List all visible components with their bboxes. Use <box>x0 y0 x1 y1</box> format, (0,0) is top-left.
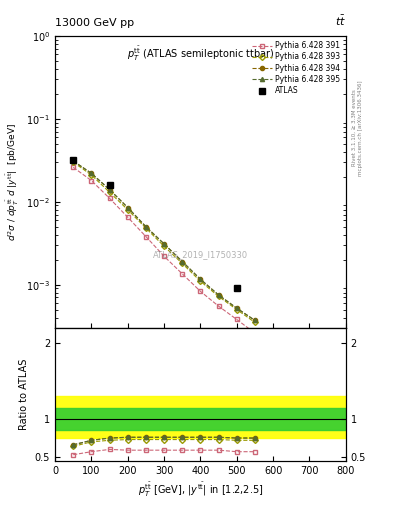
Pythia 6.428 394 <box>198 276 203 282</box>
Pythia 6.428 393 <box>162 243 167 249</box>
Pythia 6.428 393 <box>71 159 75 165</box>
Pythia 6.428 391 <box>180 271 185 277</box>
Pythia 6.428 394 <box>71 158 75 164</box>
Line: Pythia 6.428 393: Pythia 6.428 393 <box>71 160 257 325</box>
Pythia 6.428 393 <box>125 207 130 213</box>
Pythia 6.428 393 <box>89 172 94 178</box>
Pythia 6.428 394 <box>216 292 221 298</box>
Pythia 6.428 391 <box>253 330 257 336</box>
Pythia 6.428 394 <box>253 317 257 324</box>
Pythia 6.428 394 <box>234 305 239 311</box>
Bar <box>55 408 346 431</box>
Text: ATLAS_2019_I1750330: ATLAS_2019_I1750330 <box>153 250 248 260</box>
Pythia 6.428 395 <box>253 317 257 324</box>
Pythia 6.428 393 <box>180 261 185 267</box>
Pythia 6.428 393 <box>107 189 112 195</box>
Text: $t\bar{t}$: $t\bar{t}$ <box>335 13 346 28</box>
Pythia 6.428 395 <box>180 259 185 265</box>
Pythia 6.428 395 <box>143 224 148 230</box>
Text: 13000 GeV pp: 13000 GeV pp <box>55 17 134 28</box>
Text: $p_T^{\mathregular{t\bar{t}}}$ (ATLAS semileptonic ttbar): $p_T^{\mathregular{t\bar{t}}}$ (ATLAS se… <box>127 45 274 63</box>
Pythia 6.428 391 <box>234 316 239 323</box>
Pythia 6.428 393 <box>143 225 148 231</box>
Bar <box>55 396 346 438</box>
Line: Pythia 6.428 394: Pythia 6.428 394 <box>71 159 257 323</box>
Pythia 6.428 394 <box>107 186 112 193</box>
Pythia 6.428 394 <box>180 259 185 265</box>
Pythia 6.428 391 <box>198 288 203 294</box>
Line: Pythia 6.428 395: Pythia 6.428 395 <box>71 159 257 323</box>
Pythia 6.428 395 <box>216 292 221 298</box>
Y-axis label: Ratio to ATLAS: Ratio to ATLAS <box>19 359 29 430</box>
Pythia 6.428 395 <box>89 170 94 176</box>
Pythia 6.428 391 <box>125 214 130 220</box>
Pythia 6.428 393 <box>253 319 257 326</box>
Pythia 6.428 395 <box>71 158 75 164</box>
Pythia 6.428 394 <box>143 224 148 230</box>
Pythia 6.428 395 <box>234 305 239 311</box>
Text: Rivet 3.1.10, ≥ 3.3M events: Rivet 3.1.10, ≥ 3.3M events <box>352 90 357 166</box>
Pythia 6.428 395 <box>162 241 167 247</box>
Pythia 6.428 394 <box>162 241 167 247</box>
Pythia 6.428 393 <box>216 293 221 300</box>
Pythia 6.428 391 <box>71 164 75 170</box>
Pythia 6.428 395 <box>198 276 203 282</box>
Pythia 6.428 393 <box>234 307 239 313</box>
Pythia 6.428 394 <box>89 170 94 176</box>
Pythia 6.428 391 <box>162 253 167 259</box>
Pythia 6.428 391 <box>107 195 112 201</box>
Pythia 6.428 395 <box>107 186 112 193</box>
Pythia 6.428 393 <box>198 278 203 284</box>
X-axis label: $p_T^{\mathregular{t\bar{t}}}$ [GeV], $|y^{\mathregular{t\bar{t}}}|$ in [1.2,2.5: $p_T^{\mathregular{t\bar{t}}}$ [GeV], $|… <box>138 481 263 499</box>
Line: Pythia 6.428 391: Pythia 6.428 391 <box>71 165 257 335</box>
Legend: Pythia 6.428 391, Pythia 6.428 393, Pythia 6.428 394, Pythia 6.428 395, ATLAS: Pythia 6.428 391, Pythia 6.428 393, Pyth… <box>250 38 343 98</box>
Pythia 6.428 394 <box>125 204 130 210</box>
Pythia 6.428 395 <box>125 204 130 210</box>
Y-axis label: $d^2\sigma\ /\ dp_T^{\mathregular{t\bar{t}}}\ d\ |y^{\mathregular{t\bar{t}}}|$  : $d^2\sigma\ /\ dp_T^{\mathregular{t\bar{… <box>4 123 20 241</box>
Pythia 6.428 391 <box>143 233 148 240</box>
Pythia 6.428 391 <box>89 178 94 184</box>
Text: mcplots.cern.ch [arXiv:1306.3436]: mcplots.cern.ch [arXiv:1306.3436] <box>358 80 363 176</box>
Pythia 6.428 391 <box>216 303 221 309</box>
